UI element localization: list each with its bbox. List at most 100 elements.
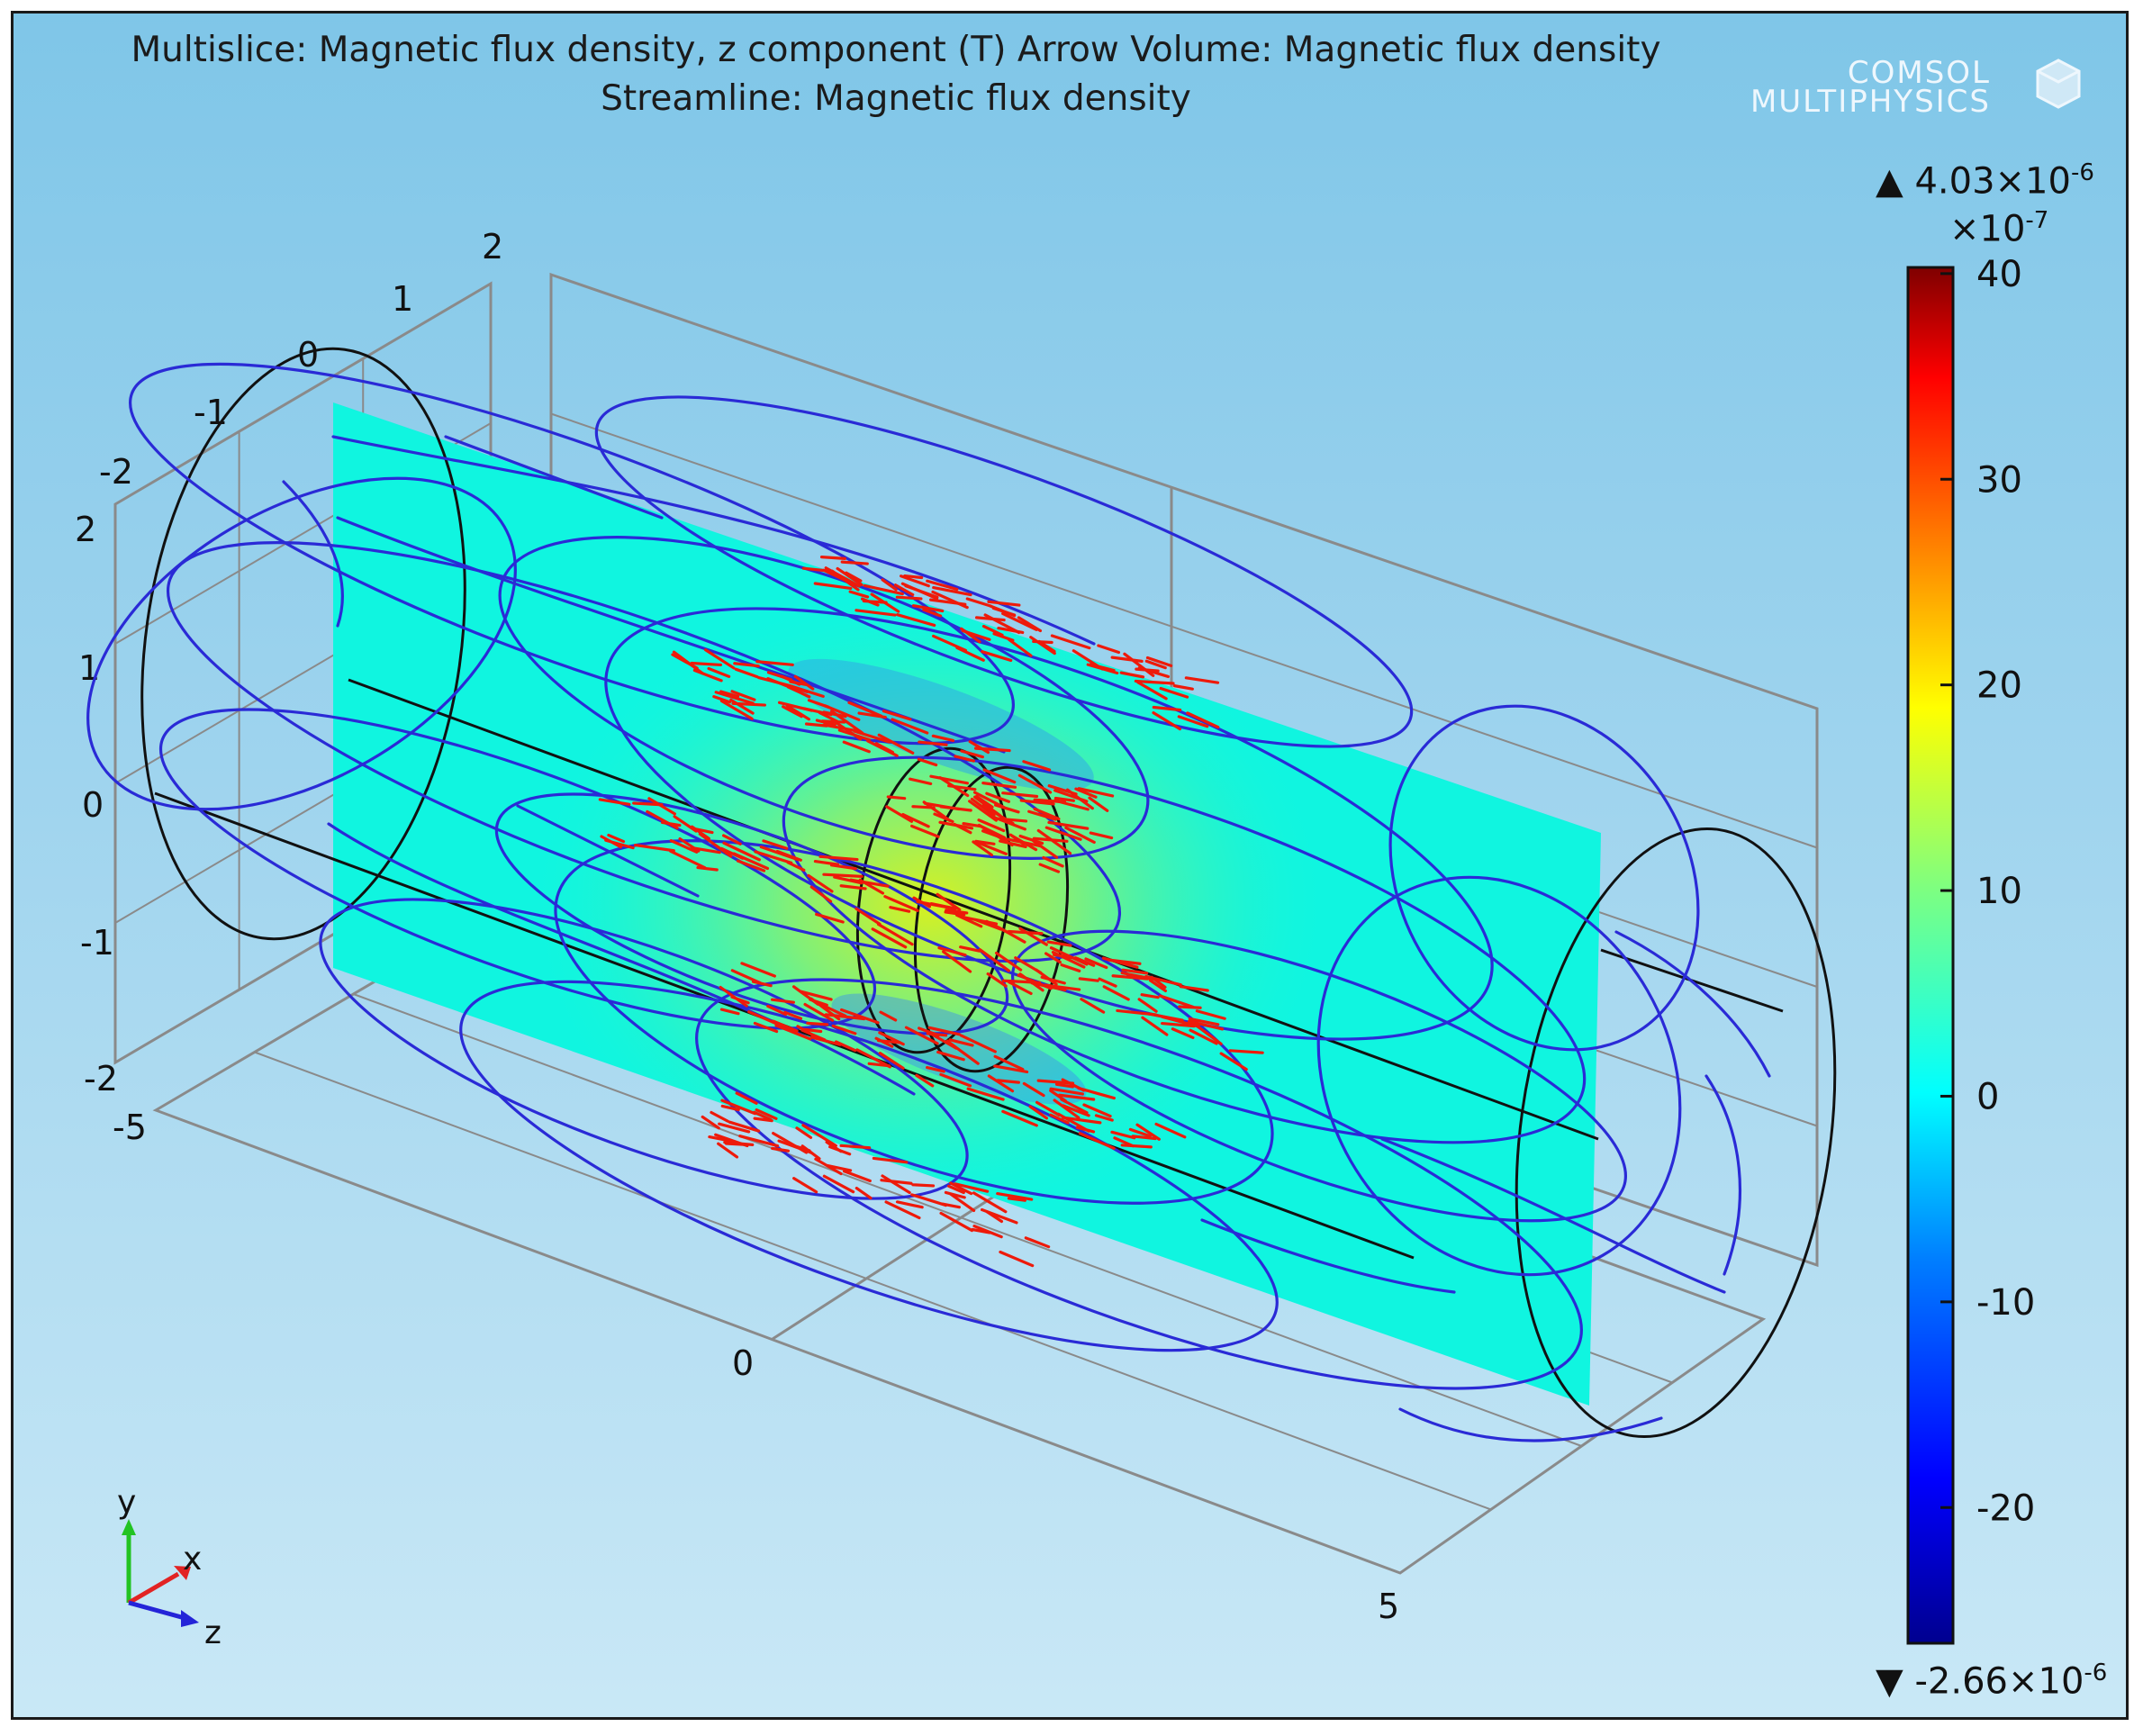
field-arrow [719,1008,740,1016]
y-tick-label: 0 [82,785,104,825]
field-arrow [910,824,940,838]
field-arrow [1086,663,1119,675]
field-arrow [718,1122,751,1134]
field-arrow [985,791,1010,803]
back-gridline [550,412,1818,849]
field-arrow [977,818,1006,833]
field-arrow [939,805,972,812]
field-arrow [839,884,867,891]
field-arrow [978,824,1007,839]
field-arrow [696,865,719,872]
triad-z-arrowhead [181,1610,199,1627]
field-arrow [974,918,1002,931]
streamline-loop [1388,704,1700,1052]
field-arrow [807,699,830,709]
field-arrow [1035,1100,1061,1117]
field-arrow [994,951,1023,972]
triad-x-label: x [183,1541,202,1578]
field-arrow [1120,1144,1153,1149]
field-arrow [598,798,631,806]
field-arrow [939,1211,974,1233]
field-arrow [801,1124,837,1148]
field-arrow [738,1135,780,1148]
field-arrow [903,574,924,580]
field-arrow [793,674,815,691]
colorbar-multiplier: ×10-7 [1949,207,2049,250]
field-arrow [996,1191,1034,1201]
streamline-segment [282,480,344,628]
field-arrow [834,1040,857,1053]
field-arrow [678,836,701,853]
streamline-segment [1614,930,1771,1078]
field-arrow [944,910,966,917]
z-tick-label: -5 [113,1108,147,1147]
field-arrow [1061,1078,1086,1092]
field-arrow [755,1108,778,1120]
field-arrow [926,1065,945,1073]
field-arrow [895,1200,924,1209]
field-arrow [911,604,945,613]
field-arrow [714,691,755,705]
streamline-segment [444,435,664,520]
field-arrow [802,707,833,717]
field-arrow [735,1091,758,1105]
field-arrow [1007,929,1044,936]
field-arrow [717,1142,739,1159]
field-arrow [1077,787,1115,798]
field-arrow [1177,715,1209,728]
field-arrow [945,1039,980,1065]
triad-y-label: y [117,1484,136,1521]
field-arrow [1028,1105,1049,1120]
field-arrow [900,574,930,588]
field-arrow [1062,1116,1102,1125]
field-arrow [698,832,733,858]
field-arrow [1189,1020,1223,1045]
field-arrow [1128,1127,1152,1138]
field-arrow [874,742,894,754]
field-arrow [881,1174,911,1195]
field-arrow [840,560,869,565]
field-arrow [966,1087,1005,1101]
field-arrow [809,1035,842,1046]
field-arrow [661,820,682,827]
field-arrow [754,850,793,864]
field-arrow [904,584,939,599]
field-arrow [789,680,809,687]
field-arrow [1107,958,1142,965]
field-arrow [822,723,862,733]
field-arrow [962,822,982,828]
field-arrow [910,1193,948,1207]
field-arrow [895,595,923,601]
field-arrow [785,704,810,721]
field-arrow [974,839,996,845]
y-tick-label: -1 [80,923,114,963]
streamlines [86,362,1771,1442]
field-arrow [1102,985,1130,1001]
field-arrow [867,1062,891,1068]
field-arrow [1078,1132,1116,1150]
field-arrow [992,632,1015,642]
field-arrow [1053,1099,1081,1119]
streamline-segment [331,435,1096,646]
field-arrow [712,695,732,704]
field-arrow [733,662,760,668]
field-arrow [673,815,698,833]
field-arrow [1148,979,1168,993]
field-arrow [708,1135,737,1144]
field-arrow [607,833,626,844]
field-arrow [993,1054,1025,1071]
field-arrow [795,1126,813,1139]
field-arrow [1154,1122,1187,1139]
x-tick-label: -2 [99,452,133,492]
field-arrow [604,838,635,850]
field-arrow [942,950,972,973]
field-arrow [993,1064,1029,1074]
triad-z-label: z [204,1614,222,1651]
field-arrow [954,913,983,928]
field-arrow [1056,1112,1090,1133]
field-arrow [993,803,1020,814]
field-arrow [719,690,740,699]
field-arrow [1141,1016,1169,1036]
field-arrow [981,624,1004,637]
